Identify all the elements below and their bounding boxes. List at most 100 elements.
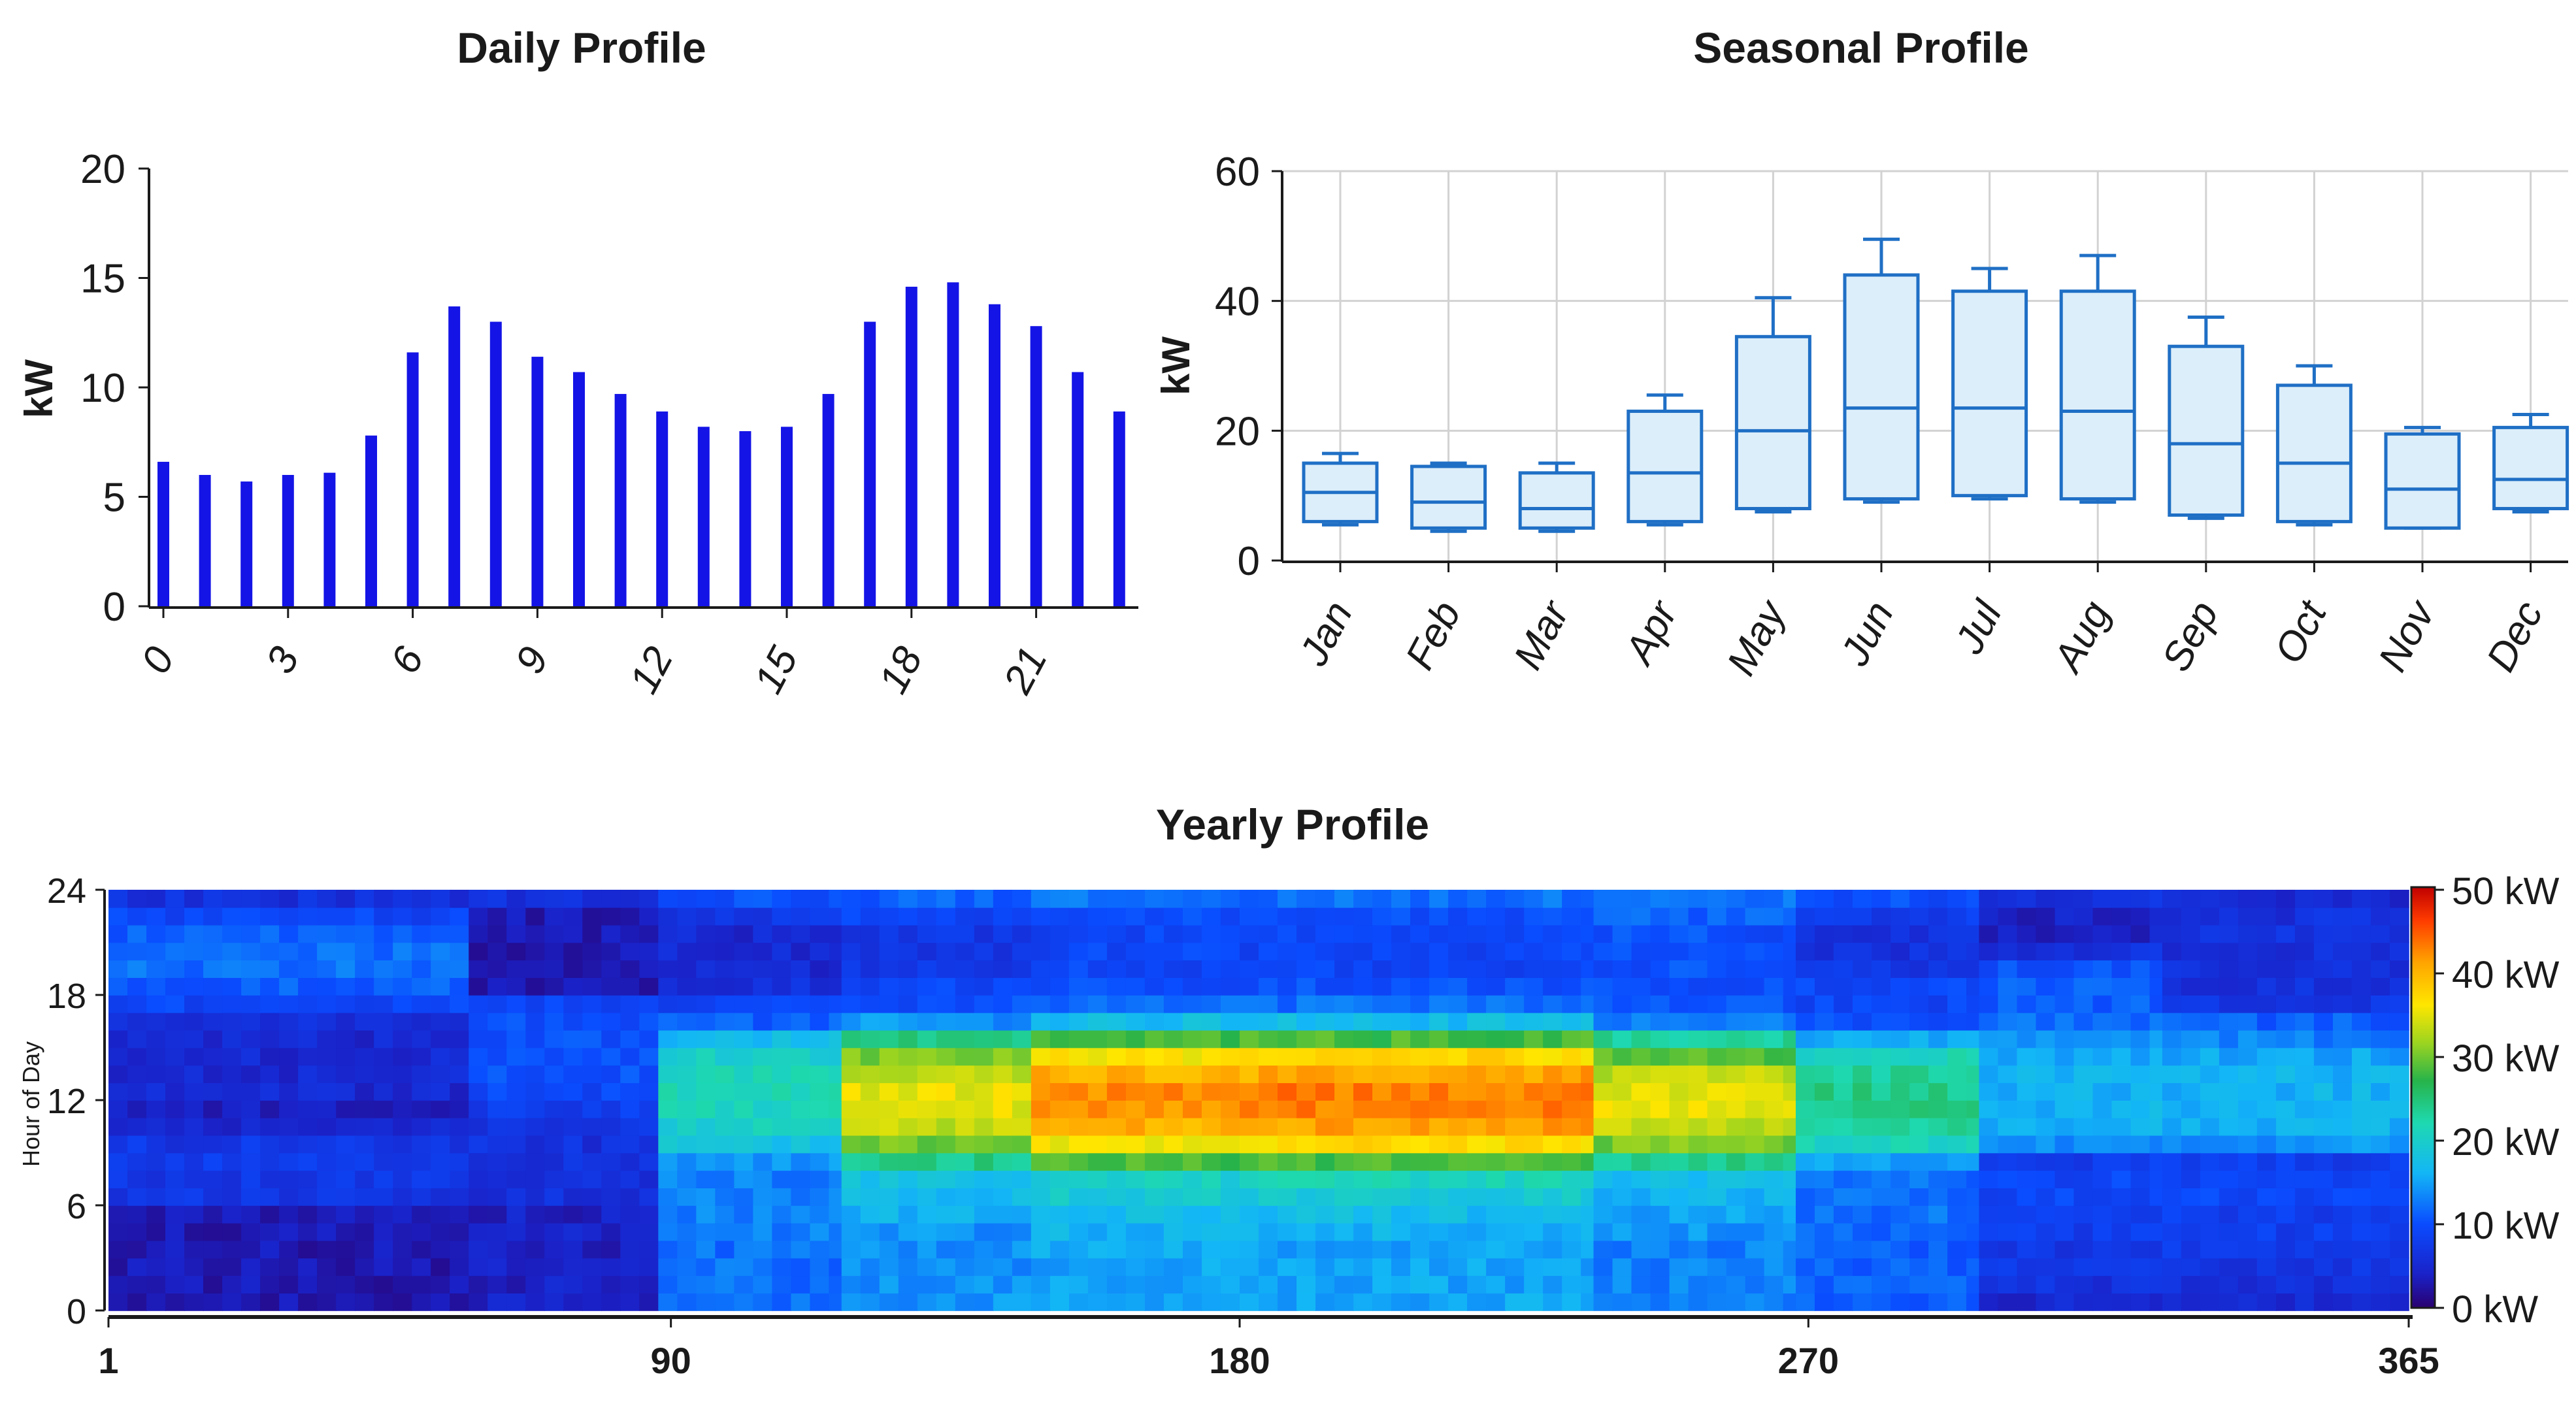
heatmap-cell bbox=[317, 1188, 337, 1206]
heatmap-cell bbox=[1467, 1135, 1487, 1154]
heatmap-cell bbox=[639, 1293, 659, 1311]
heatmap-cell bbox=[1834, 1240, 1853, 1259]
heatmap-cell bbox=[1688, 1275, 1708, 1293]
heatmap-cell bbox=[1543, 1082, 1562, 1101]
heatmap-cell bbox=[393, 1030, 412, 1049]
heatmap-cell bbox=[1783, 995, 1796, 1013]
heatmap-cell bbox=[677, 977, 697, 996]
heatmap-cell bbox=[582, 1135, 603, 1154]
heatmap-cell bbox=[1239, 1135, 1259, 1154]
heatmap-cell bbox=[525, 1275, 546, 1293]
heatmap-cell bbox=[1593, 1293, 1613, 1311]
heatmap-cell bbox=[1031, 1135, 1051, 1154]
heatmap-cell bbox=[146, 1240, 166, 1259]
seasonal-box-nov bbox=[2384, 425, 2461, 530]
heatmap-cell bbox=[829, 995, 842, 1013]
heatmap-cell bbox=[2237, 1117, 2258, 1136]
seasonal-x-tick-label: Dec bbox=[2478, 594, 2552, 679]
heatmap-cell bbox=[1068, 890, 1089, 908]
heatmap-cell bbox=[1853, 1222, 1872, 1241]
heatmap-cell bbox=[1909, 1065, 1929, 1083]
heatmap-cell bbox=[412, 924, 431, 943]
heatmap-cell bbox=[898, 1293, 918, 1311]
heatmap-cell bbox=[2370, 890, 2390, 908]
heatmap-cell bbox=[544, 1293, 565, 1311]
heatmap-cell bbox=[2149, 1100, 2163, 1118]
heatmap-cell bbox=[658, 1152, 678, 1171]
heatmap-cell bbox=[317, 942, 337, 961]
heatmap-cell bbox=[1726, 1047, 1746, 1066]
heatmap-cell bbox=[2130, 1205, 2151, 1224]
heatmap-cell bbox=[1125, 942, 1146, 961]
heatmap-cell bbox=[2055, 1082, 2075, 1101]
daily-x-tick-label: 15 bbox=[746, 640, 807, 701]
yearly-heatmap bbox=[108, 890, 2409, 1311]
heatmap-cell bbox=[2294, 1258, 2315, 1277]
heatmap-cell bbox=[2275, 1012, 2296, 1031]
heatmap-cell bbox=[374, 1100, 393, 1118]
heatmap-cell bbox=[127, 977, 147, 996]
heatmap-cell bbox=[1966, 907, 1980, 926]
heatmap-cell bbox=[2181, 907, 2201, 926]
heatmap-cell bbox=[753, 1047, 773, 1066]
heatmap-cell bbox=[2237, 1205, 2258, 1224]
heatmap-cell bbox=[791, 960, 811, 978]
heatmap-cell bbox=[2256, 1222, 2277, 1241]
heatmap-cell bbox=[1998, 1205, 2018, 1224]
heatmap-cell bbox=[955, 1188, 975, 1206]
heatmap-cell bbox=[1372, 1152, 1392, 1171]
heatmap-cell bbox=[2219, 1258, 2239, 1277]
heatmap-cell bbox=[1372, 960, 1392, 978]
heatmap-cell bbox=[2017, 1135, 2037, 1154]
heatmap-cell bbox=[1853, 1065, 1872, 1083]
heatmap-cell bbox=[1448, 1135, 1468, 1154]
heatmap-cell bbox=[841, 1240, 861, 1259]
heatmap-cell bbox=[2351, 1030, 2371, 1049]
yearly-x-tick-label: 365 bbox=[2378, 1340, 2439, 1381]
heatmap-cell bbox=[1524, 1152, 1544, 1171]
heatmap-cell bbox=[544, 1152, 565, 1171]
heatmap-cell bbox=[1891, 977, 1910, 996]
daily-title: Daily Profile bbox=[457, 24, 706, 72]
heatmap-cell bbox=[829, 1152, 842, 1171]
heatmap-cell bbox=[544, 1135, 565, 1154]
heatmap-cell bbox=[1068, 1030, 1089, 1049]
heatmap-cell bbox=[601, 1188, 621, 1206]
heatmap-cell bbox=[1979, 924, 1999, 943]
heatmap-cell bbox=[1315, 890, 1335, 908]
heatmap-cell bbox=[2017, 924, 2037, 943]
heatmap-cell bbox=[2017, 1258, 2037, 1277]
heatmap-cell bbox=[955, 995, 975, 1013]
heatmap-cell bbox=[1144, 1047, 1164, 1066]
heatmap-cell bbox=[487, 995, 508, 1013]
heatmap-cell bbox=[355, 1275, 374, 1293]
heatmap-cell bbox=[1524, 1222, 1544, 1241]
heatmap-cell bbox=[1296, 995, 1316, 1013]
heatmap-cell bbox=[2370, 1117, 2390, 1136]
heatmap-cell bbox=[772, 1135, 792, 1154]
heatmap-cell bbox=[1726, 1222, 1746, 1241]
heatmap-cell bbox=[279, 1117, 299, 1136]
heatmap-cell bbox=[2313, 1293, 2334, 1311]
heatmap-cell bbox=[1593, 1012, 1613, 1031]
heatmap-cell bbox=[841, 1205, 861, 1224]
heatmap-cell bbox=[1315, 1082, 1335, 1101]
heatmap-cell bbox=[1669, 924, 1689, 943]
heatmap-cell bbox=[1543, 1258, 1562, 1277]
heatmap-cell bbox=[2332, 1030, 2353, 1049]
seasonal-box-iqr bbox=[1518, 471, 1595, 530]
heatmap-cell bbox=[1764, 1152, 1784, 1171]
heatmap-cell bbox=[841, 1275, 861, 1293]
heatmap-cell bbox=[525, 890, 546, 908]
heatmap-cell bbox=[734, 1188, 754, 1206]
heatmap-cell bbox=[2332, 977, 2353, 996]
heatmap-cell bbox=[412, 1117, 431, 1136]
heatmap-cell bbox=[734, 1258, 754, 1277]
heatmap-cell bbox=[1543, 907, 1562, 926]
heatmap-cell bbox=[1410, 1030, 1430, 1049]
seasonal-x-tick-label: Nov bbox=[2370, 593, 2445, 679]
heatmap-cell bbox=[184, 1205, 204, 1224]
heatmap-cell bbox=[2389, 1258, 2409, 1277]
heatmap-cell bbox=[374, 1012, 393, 1031]
heatmap-cell bbox=[203, 1082, 223, 1101]
